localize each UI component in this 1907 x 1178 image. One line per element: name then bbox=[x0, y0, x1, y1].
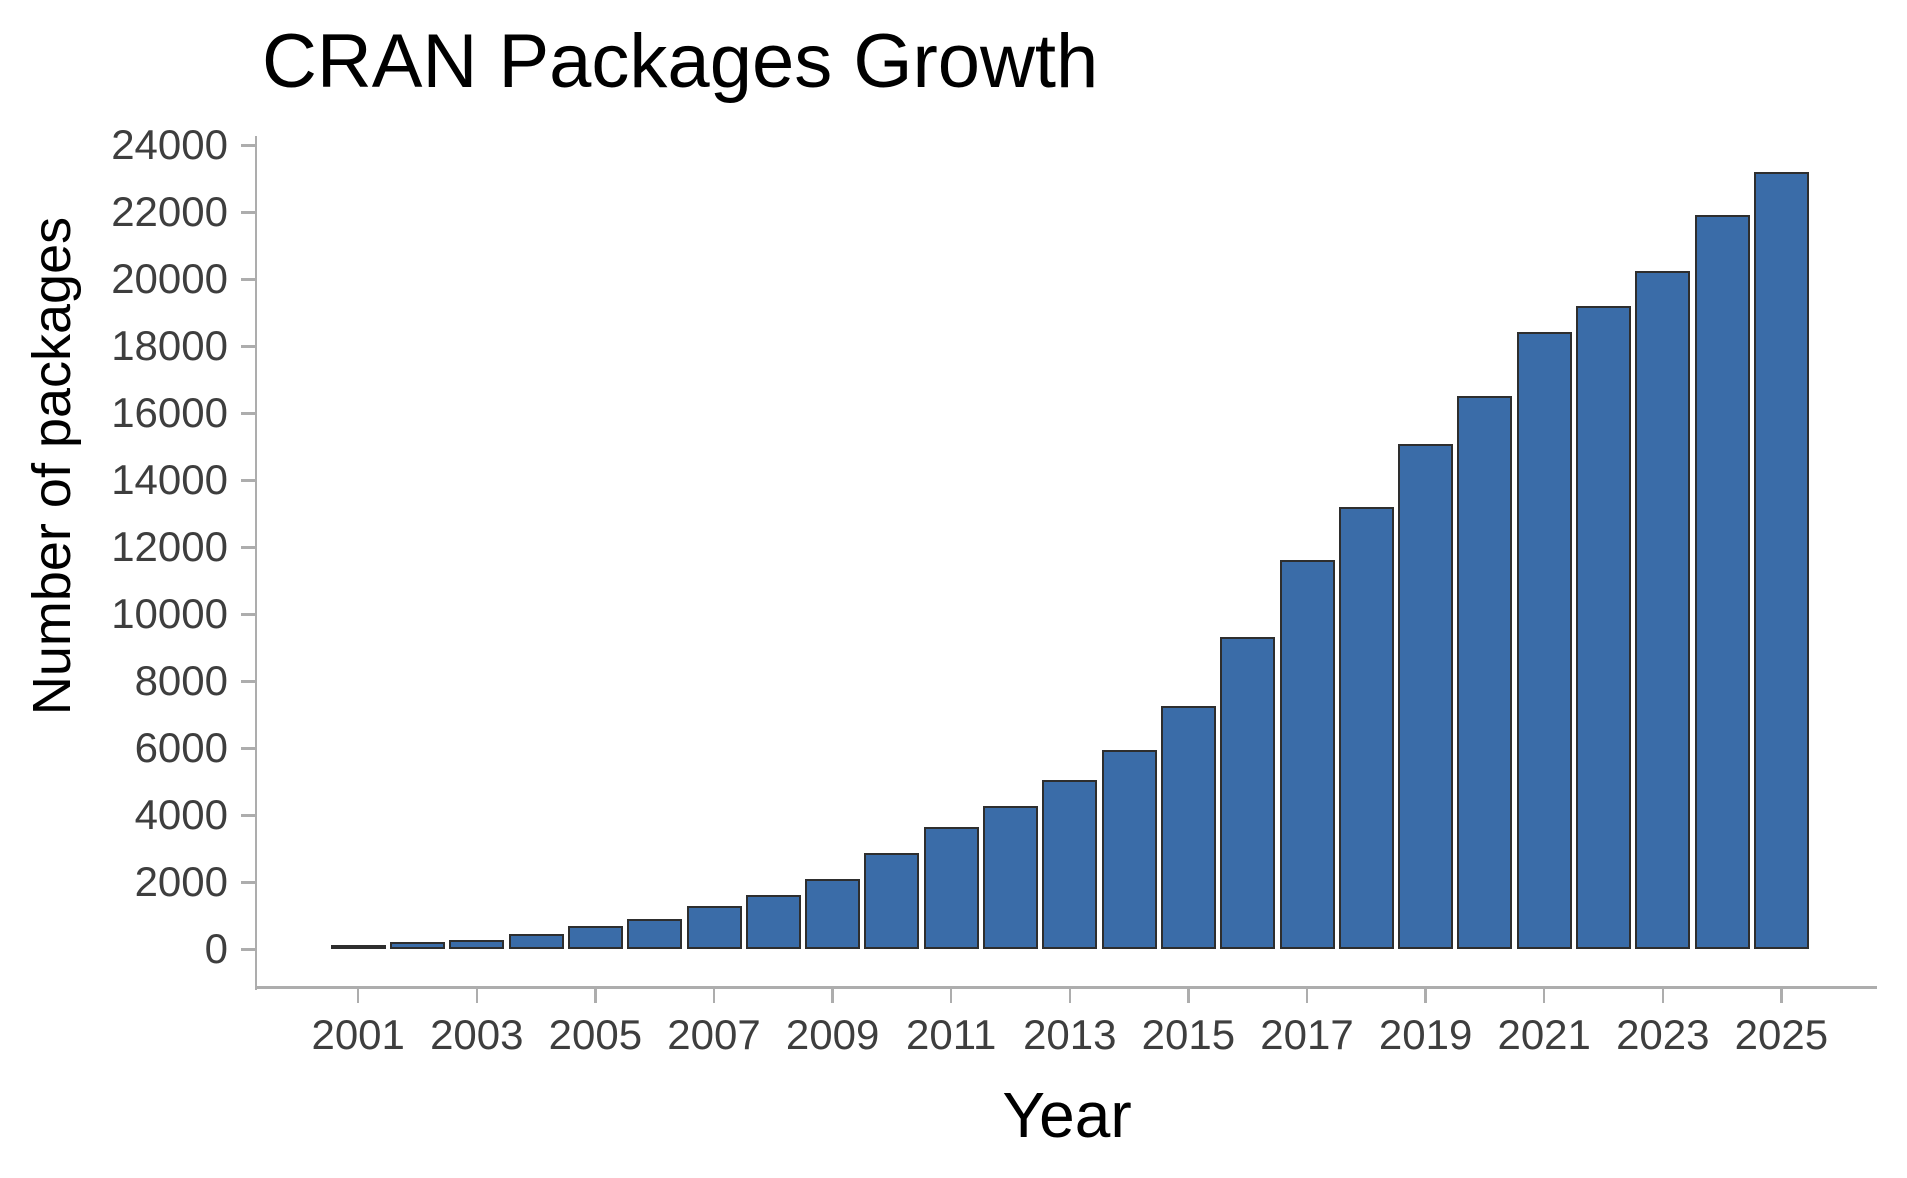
x-tick-mark bbox=[475, 988, 479, 1003]
y-tick-mark bbox=[240, 345, 255, 348]
y-tick-label: 14000 bbox=[111, 456, 228, 504]
x-axis-line bbox=[254, 986, 1878, 989]
bar-2010 bbox=[864, 852, 920, 950]
y-axis-line bbox=[254, 136, 258, 990]
bar-2012 bbox=[983, 806, 1038, 950]
bar-2016 bbox=[1220, 637, 1276, 950]
y-tick-label: 20000 bbox=[111, 255, 228, 303]
chart-title: CRAN Packages Growth bbox=[262, 19, 1099, 104]
x-tick-mark bbox=[1661, 988, 1665, 1003]
bar-2004 bbox=[508, 934, 564, 950]
x-tick-label: 2025 bbox=[1734, 1011, 1829, 1059]
y-tick-mark bbox=[240, 546, 255, 549]
bar-2006 bbox=[627, 918, 683, 950]
y-tick-mark bbox=[240, 479, 255, 482]
y-tick-label: 24000 bbox=[111, 121, 228, 169]
x-tick-label: 2013 bbox=[1023, 1011, 1117, 1059]
y-tick-label: 2000 bbox=[134, 858, 228, 906]
bar-2015 bbox=[1160, 705, 1216, 950]
x-tick-label: 2003 bbox=[430, 1011, 524, 1059]
x-tick-label: 2001 bbox=[311, 1011, 405, 1059]
x-tick-mark bbox=[594, 988, 597, 1003]
x-tick-mark bbox=[831, 988, 834, 1003]
y-tick-label: 6000 bbox=[134, 724, 228, 772]
x-tick-mark bbox=[712, 988, 716, 1003]
x-tick-label: 2017 bbox=[1260, 1011, 1354, 1059]
bar-2023 bbox=[1635, 270, 1691, 950]
y-tick-mark bbox=[240, 211, 255, 214]
bar-2008 bbox=[745, 895, 801, 950]
x-tick-mark bbox=[1305, 988, 1309, 1003]
y-tick-mark bbox=[240, 613, 255, 616]
y-tick-label: 0 bbox=[204, 925, 228, 973]
bar-2024 bbox=[1694, 214, 1750, 950]
x-tick-label: 2007 bbox=[667, 1011, 761, 1059]
y-tick-mark bbox=[240, 881, 255, 884]
bar-2013 bbox=[1042, 779, 1098, 950]
y-tick-mark bbox=[240, 747, 255, 750]
y-tick-label: 4000 bbox=[134, 791, 228, 839]
x-tick-label: 2021 bbox=[1497, 1011, 1591, 1059]
x-tick-mark bbox=[1542, 988, 1546, 1003]
y-tick-mark bbox=[240, 680, 255, 683]
x-tick-mark bbox=[356, 988, 360, 1003]
x-tick-mark bbox=[1780, 988, 1783, 1003]
bar-2020 bbox=[1457, 395, 1513, 950]
x-tick-mark bbox=[1424, 988, 1427, 1003]
bar-2017 bbox=[1279, 560, 1335, 950]
bar-2021 bbox=[1516, 331, 1572, 950]
x-tick-mark bbox=[1068, 988, 1072, 1003]
bar-2009 bbox=[805, 879, 861, 950]
bar-2005 bbox=[567, 926, 623, 950]
y-tick-label: 12000 bbox=[111, 523, 228, 571]
x-tick-label: 2009 bbox=[785, 1011, 880, 1059]
bar-2018 bbox=[1338, 506, 1394, 950]
bar-2019 bbox=[1398, 443, 1454, 950]
y-tick-mark bbox=[240, 948, 255, 951]
x-tick-label: 2011 bbox=[906, 1011, 997, 1059]
bar-2014 bbox=[1101, 750, 1157, 950]
y-tick-mark bbox=[240, 814, 255, 817]
y-tick-label: 8000 bbox=[134, 657, 228, 705]
y-tick-mark bbox=[240, 278, 255, 281]
y-tick-label: 22000 bbox=[111, 188, 228, 236]
y-tick-label: 18000 bbox=[111, 322, 228, 370]
bar-2002 bbox=[390, 942, 445, 950]
y-tick-label: 16000 bbox=[111, 389, 228, 437]
bar-2003 bbox=[449, 940, 505, 950]
bar-2011 bbox=[923, 827, 979, 950]
x-tick-label: 2005 bbox=[548, 1011, 643, 1059]
bar-2022 bbox=[1576, 306, 1631, 950]
x-tick-mark bbox=[949, 988, 953, 1003]
x-tick-label: 2019 bbox=[1378, 1011, 1473, 1059]
bar-2007 bbox=[686, 905, 742, 950]
x-tick-label: 2015 bbox=[1141, 1011, 1236, 1059]
y-tick-mark bbox=[240, 144, 255, 147]
y-tick-label: 10000 bbox=[111, 590, 228, 638]
x-axis-title: Year bbox=[1002, 1079, 1132, 1151]
x-tick-label: 2023 bbox=[1616, 1011, 1710, 1059]
bar-2001 bbox=[330, 945, 386, 950]
y-tick-mark bbox=[240, 412, 255, 415]
bar-2025 bbox=[1753, 171, 1809, 950]
x-tick-mark bbox=[1187, 988, 1190, 1003]
